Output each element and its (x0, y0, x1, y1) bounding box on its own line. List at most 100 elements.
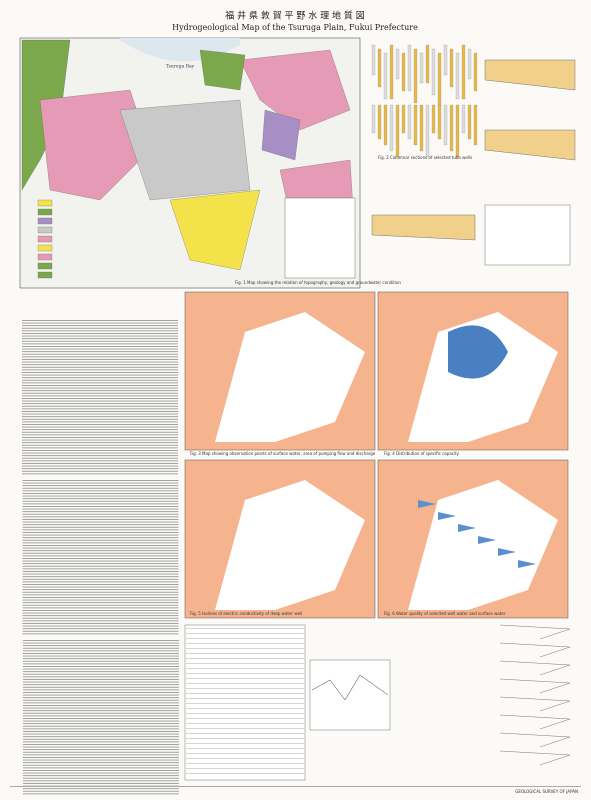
text-line (22, 594, 179, 596)
text-line (22, 455, 178, 457)
well-column (431, 104, 436, 134)
text-line (22, 633, 179, 635)
text-line (22, 465, 178, 467)
well-column (389, 104, 394, 152)
text-line (23, 653, 179, 654)
figure-caption: Fig. 4 Distribution of specific capacity (384, 451, 460, 456)
text-line (22, 398, 178, 399)
text-line (22, 444, 178, 446)
well-column (461, 104, 466, 134)
text-line (22, 439, 178, 441)
text-line (22, 625, 179, 627)
text-line (22, 607, 179, 609)
text-line (22, 597, 179, 598)
text-line (23, 772, 179, 774)
legend-swatch (37, 253, 53, 261)
cross-section (484, 59, 576, 91)
well-column (443, 44, 448, 76)
water-quality-diagram (418, 500, 436, 508)
text-line (22, 405, 178, 407)
text-line (22, 392, 178, 394)
profile-chart (499, 678, 571, 694)
text-line (23, 793, 179, 795)
text-line (22, 591, 179, 593)
text-line (23, 738, 179, 740)
text-line (23, 751, 179, 753)
text-line (22, 450, 178, 451)
text-line (23, 728, 179, 730)
well-column (437, 104, 442, 140)
text-line (23, 645, 179, 647)
text-line (22, 387, 178, 389)
figure-caption: Fig. 3 Map showing observation points of… (190, 451, 376, 456)
text-line (22, 364, 178, 366)
text-line (22, 612, 179, 614)
text-line (22, 429, 178, 431)
geology-unit (119, 99, 251, 201)
text-line (22, 524, 179, 526)
footer-survey: GEOLOGICAL SURVEY OF JAPAN (515, 789, 578, 794)
text-line (23, 736, 179, 738)
text-line (23, 702, 179, 704)
text-line (22, 495, 179, 497)
profile-chart (499, 750, 571, 766)
text-line (22, 437, 178, 438)
text-line (22, 431, 178, 433)
text-line (22, 343, 178, 345)
well-column (443, 104, 448, 146)
bay-label: Tsuruga Bay (166, 64, 195, 70)
well-column (467, 48, 472, 80)
text-line (22, 503, 179, 505)
text-line (22, 563, 179, 565)
hydrograph (309, 659, 391, 731)
water-quality-diagram (458, 524, 476, 532)
legend-swatch (37, 199, 53, 207)
text-line (23, 715, 179, 717)
text-line (22, 604, 179, 606)
text-line (22, 537, 179, 539)
text-line (23, 710, 179, 712)
text-line (23, 759, 179, 761)
well-column (419, 52, 424, 84)
text-line (22, 346, 178, 347)
text-line (22, 400, 178, 402)
text-line (22, 473, 178, 475)
text-line (22, 442, 178, 444)
text-line (23, 699, 179, 701)
text-line (22, 511, 179, 513)
text-line (23, 780, 179, 782)
text-line (22, 426, 178, 428)
text-line (23, 754, 179, 756)
well-column (395, 48, 400, 80)
text-line (22, 374, 178, 376)
cross-section (371, 214, 476, 241)
text-line (22, 385, 178, 386)
well-column (371, 44, 376, 76)
legend-swatch (37, 244, 53, 252)
text-line (22, 532, 179, 533)
geology-unit (261, 109, 301, 161)
text-line (22, 620, 179, 622)
text-line (22, 333, 178, 334)
profile-chart (499, 660, 571, 676)
text-line (22, 516, 179, 518)
text-line (23, 744, 179, 745)
text-line (22, 338, 178, 340)
text-line (22, 335, 178, 337)
text-line (22, 403, 178, 405)
legend-swatch (37, 208, 53, 216)
text-line (22, 568, 179, 570)
text-line (22, 353, 178, 355)
text-line (22, 552, 179, 554)
text-line (23, 692, 179, 693)
text-line (23, 663, 179, 665)
well-column (383, 104, 388, 146)
text-line (22, 539, 179, 541)
text-line (23, 655, 179, 657)
text-line (22, 490, 179, 492)
text-line (23, 733, 179, 735)
text-line (23, 707, 179, 709)
text-line (22, 586, 179, 588)
well-column (395, 104, 400, 158)
text-line (22, 356, 178, 358)
